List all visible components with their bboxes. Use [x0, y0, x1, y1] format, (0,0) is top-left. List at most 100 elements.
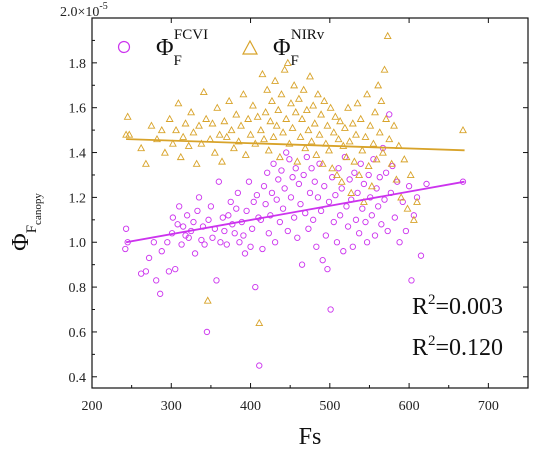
- data-point: [325, 198, 333, 206]
- data-point: [179, 132, 188, 140]
- data-point: [345, 137, 354, 145]
- data-point: [191, 250, 199, 257]
- data-point: [383, 31, 392, 39]
- data-point: [268, 189, 276, 197]
- data-point: [375, 203, 382, 210]
- data-point: [347, 188, 356, 196]
- data-point: [208, 119, 217, 127]
- data-point: [309, 101, 318, 109]
- data-point: [400, 155, 409, 163]
- data-point: [262, 200, 269, 208]
- data-point: [293, 157, 302, 165]
- data-point: [364, 161, 373, 170]
- data-point: [142, 268, 150, 275]
- x-tick-label: 300: [161, 399, 182, 414]
- plot-frame: [91, 17, 529, 389]
- data-point: [267, 96, 276, 105]
- legend: ΦFFCVI ΦFNIRv: [117, 27, 325, 69]
- data-point: [283, 58, 292, 66]
- data-point: [369, 139, 378, 147]
- data-point: [351, 169, 358, 176]
- data-point: [333, 239, 341, 246]
- data-point: [286, 156, 293, 163]
- data-point: [229, 143, 238, 152]
- y-tick-label: 1.4: [69, 147, 87, 162]
- data-point: [408, 277, 415, 284]
- x-axis-title: Fs: [299, 424, 322, 450]
- data-point: [258, 69, 267, 78]
- data-point: [253, 112, 262, 120]
- data-point: [361, 132, 370, 140]
- data-point: [259, 245, 266, 253]
- legend-marker-nirv: [241, 39, 259, 55]
- data-point: [301, 143, 310, 152]
- data-point: [271, 76, 280, 84]
- data-point: [410, 212, 417, 219]
- data-point: [256, 362, 263, 369]
- data-point: [284, 227, 291, 235]
- data-point: [311, 178, 318, 185]
- data-point: [178, 241, 185, 248]
- data-point: [396, 239, 403, 246]
- data-point: [324, 266, 331, 273]
- data-point: [371, 108, 379, 116]
- data-point: [215, 130, 224, 138]
- data-point: [183, 212, 191, 219]
- r2-label-nirv: R2=0.003: [412, 292, 503, 320]
- data-point: [382, 114, 391, 122]
- data-point: [403, 204, 412, 212]
- data-point: [376, 174, 383, 181]
- data-point: [413, 197, 421, 205]
- data-point: [282, 114, 291, 122]
- data-point: [385, 134, 394, 143]
- data-point: [320, 96, 329, 105]
- data-point: [195, 121, 203, 129]
- data-point: [147, 121, 156, 129]
- data-point: [123, 112, 132, 120]
- data-point: [174, 221, 181, 228]
- data-point: [264, 146, 273, 154]
- data-point: [263, 85, 272, 93]
- data-point: [355, 170, 364, 179]
- data-point: [213, 277, 220, 284]
- data-point: [122, 245, 129, 253]
- data-point: [363, 90, 372, 98]
- x-axis-ticks: 200 300 400 500 600 700: [82, 18, 499, 414]
- data-point: [287, 194, 295, 201]
- data-point: [150, 239, 157, 246]
- legend-label-nirv: ΦFNIRv: [273, 27, 325, 69]
- data-point: [305, 225, 312, 232]
- data-point: [172, 266, 179, 273]
- y-tick-label: 1.8: [69, 57, 87, 72]
- data-point: [337, 177, 346, 185]
- data-point: [336, 117, 345, 125]
- y-axis-title: ΦFcanopy: [8, 193, 44, 251]
- data-point: [331, 112, 340, 120]
- data-point: [278, 167, 285, 174]
- data-point: [207, 203, 215, 210]
- data-point: [405, 183, 413, 190]
- data-point: [459, 125, 467, 134]
- data-point: [206, 134, 215, 143]
- data-point: [260, 134, 268, 143]
- data-point: [190, 218, 197, 226]
- data-point: [290, 81, 299, 89]
- data-point: [365, 171, 372, 179]
- data-point: [122, 225, 130, 232]
- data-point: [380, 65, 389, 73]
- y-tick-label: 1.0: [69, 236, 87, 251]
- data-point: [360, 180, 368, 188]
- data-point: [157, 290, 164, 297]
- data-point: [195, 194, 203, 201]
- x-tick-label: 500: [319, 399, 340, 414]
- data-point: [172, 125, 180, 134]
- data-point: [391, 214, 398, 221]
- fit-line: [126, 138, 465, 152]
- data-point: [279, 205, 287, 212]
- data-point: [406, 170, 415, 179]
- data-point: [302, 105, 311, 113]
- data-point: [353, 99, 362, 107]
- data-point: [165, 114, 174, 122]
- data-point: [248, 225, 256, 232]
